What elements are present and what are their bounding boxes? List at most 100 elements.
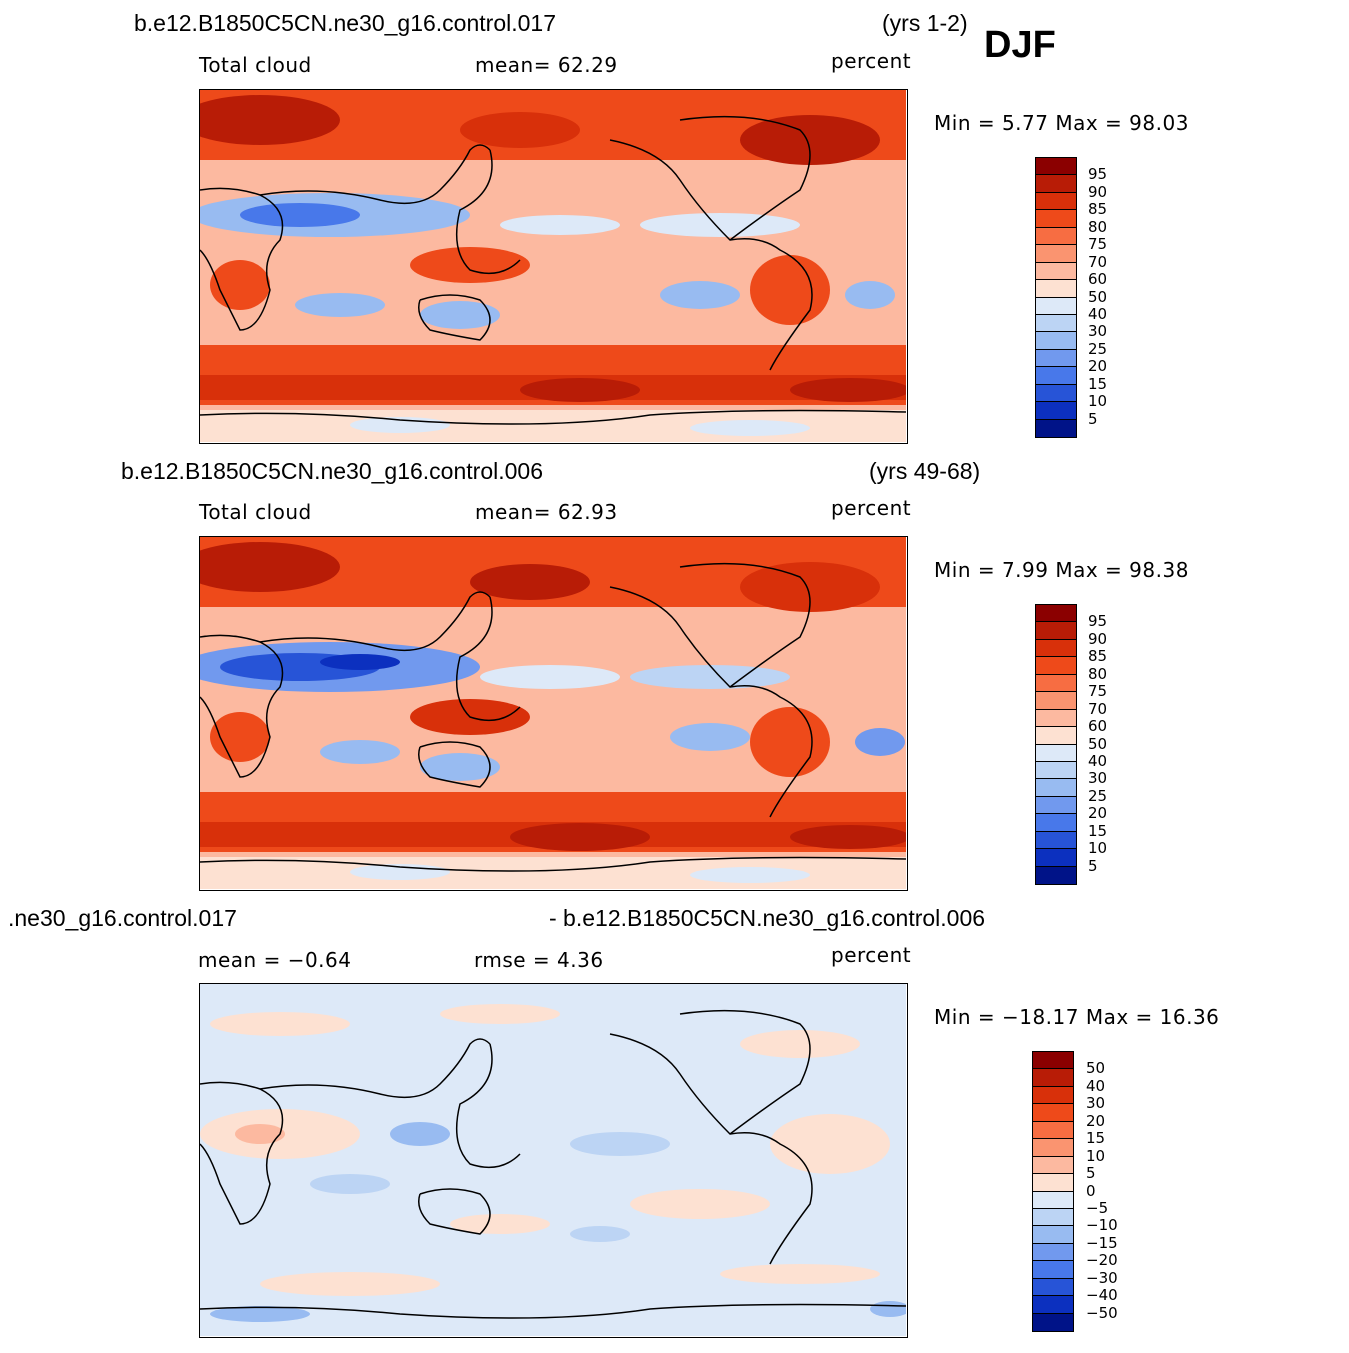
colorbar-label: 10 [1088, 392, 1108, 411]
colorbar-label: −20 [1086, 1251, 1118, 1270]
panel1-minmax: Min = 5.77 Max = 98.03 [934, 111, 1189, 135]
colorbar-label: 30 [1088, 322, 1108, 341]
colorbar-swatch [1033, 1086, 1073, 1105]
colorbar-swatch [1033, 1313, 1073, 1331]
colorbar-swatch [1036, 349, 1076, 368]
colorbar-swatch [1033, 1296, 1073, 1314]
colorbar-swatch [1036, 709, 1076, 728]
colorbar-label: −50 [1086, 1303, 1118, 1322]
colorbar-label: 10 [1086, 1146, 1106, 1165]
colorbar-label: 30 [1088, 769, 1108, 788]
colorbar-label: −40 [1086, 1286, 1118, 1305]
colorbar-swatch [1036, 796, 1076, 815]
colorbar-label: 20 [1086, 1111, 1106, 1130]
colorbar-swatch [1033, 1104, 1073, 1122]
colorbar-swatch [1036, 367, 1076, 385]
colorbar-label: 70 [1088, 699, 1108, 718]
map-panel1-total-cloud [199, 89, 908, 444]
colorbar-swatch [1036, 814, 1076, 832]
panel2-case-title: b.e12.B1850C5CN.ne30_g16.control.006 [121, 458, 543, 484]
colorbar-label: −5 [1086, 1198, 1109, 1217]
panel2-colorbar [1035, 604, 1077, 885]
colorbar-swatch [1036, 727, 1076, 745]
colorbar-swatch [1036, 297, 1076, 315]
colorbar-label: 10 [1088, 839, 1108, 858]
colorbar-label: 5 [1086, 1164, 1096, 1183]
panel3-rmse: rmse = 4.36 [474, 948, 604, 972]
colorbar-swatch [1033, 1191, 1073, 1209]
colorbar-label: 50 [1086, 1059, 1106, 1078]
colorbar-swatch [1036, 402, 1076, 420]
colorbar-label: 5 [1088, 409, 1098, 428]
colorbar-label: 80 [1088, 664, 1108, 683]
colorbar-swatch [1033, 1243, 1073, 1262]
colorbar-swatch [1036, 639, 1076, 658]
colorbar-label: 95 [1088, 165, 1108, 184]
colorbar-swatch [1036, 280, 1076, 298]
colorbar-label: 85 [1088, 200, 1108, 219]
colorbar-label: 30 [1086, 1094, 1106, 1113]
panel1-mean: mean= 62.29 [475, 53, 618, 77]
colorbar-swatch [1033, 1069, 1073, 1087]
colorbar-swatch [1033, 1139, 1073, 1157]
colorbar-swatch [1036, 761, 1076, 780]
colorbar-swatch [1036, 744, 1076, 762]
colorbar-label: 15 [1088, 821, 1108, 840]
panel2-mean: mean= 62.93 [475, 500, 618, 524]
colorbar-swatch [1036, 332, 1076, 350]
colorbar-swatch [1033, 1261, 1073, 1279]
colorbar-label: 60 [1088, 717, 1108, 736]
colorbar-label: 15 [1088, 374, 1108, 393]
panel1-units: percent [831, 49, 912, 73]
panel1-colorbar [1035, 157, 1077, 438]
colorbar-label: −10 [1086, 1216, 1118, 1235]
colorbar-swatch [1036, 622, 1076, 640]
colorbar-swatch [1036, 831, 1076, 850]
colorbar-swatch [1036, 692, 1076, 710]
panel3-minmax: Min = −18.17 Max = 16.36 [934, 1005, 1220, 1029]
panel1-case-title: b.e12.B1850C5CN.ne30_g16.control.017 [134, 10, 556, 36]
panel3-colorbar [1032, 1051, 1074, 1332]
colorbar-swatch [1036, 192, 1076, 211]
colorbar-swatch [1036, 605, 1076, 623]
colorbar-swatch [1036, 262, 1076, 281]
colorbar-label: 70 [1088, 252, 1108, 271]
colorbar-swatch [1036, 245, 1076, 263]
colorbar-swatch [1036, 849, 1076, 867]
colorbar-label: 20 [1088, 357, 1108, 376]
panel2-units: percent [831, 496, 912, 520]
colorbar-swatch [1033, 1052, 1073, 1070]
colorbar-label: 15 [1086, 1129, 1106, 1148]
panel3-case-left: .ne30_g16.control.017 [8, 905, 237, 931]
colorbar-label: 75 [1088, 235, 1108, 254]
map-panel3-difference [199, 983, 908, 1338]
colorbar-label: 85 [1088, 647, 1108, 666]
colorbar-swatch [1033, 1174, 1073, 1192]
colorbar-label: 95 [1088, 612, 1108, 631]
panel3-units: percent [831, 943, 912, 967]
colorbar-swatch [1033, 1208, 1073, 1227]
panel1-years: (yrs 1-2) [882, 10, 968, 36]
colorbar-label: 50 [1088, 287, 1108, 306]
colorbar-label: 40 [1088, 304, 1108, 323]
colorbar-swatch [1036, 384, 1076, 403]
colorbar-label: 40 [1086, 1076, 1106, 1095]
colorbar-label: 20 [1088, 804, 1108, 823]
panel2-years: (yrs 49-68) [869, 458, 981, 484]
panel1-variable: Total cloud [199, 53, 312, 77]
colorbar-swatch [1036, 419, 1076, 437]
colorbar-label: 50 [1088, 734, 1108, 753]
colorbar-swatch [1033, 1226, 1073, 1244]
colorbar-swatch [1033, 1121, 1073, 1140]
colorbar-swatch [1036, 175, 1076, 193]
colorbar-swatch [1036, 227, 1076, 246]
colorbar-swatch [1036, 779, 1076, 797]
colorbar-label: 0 [1086, 1181, 1096, 1200]
panel3-case-right: - b.e12.B1850C5CN.ne30_g16.control.006 [549, 905, 986, 931]
panel2-minmax: Min = 7.99 Max = 98.38 [934, 558, 1189, 582]
colorbar-label: −15 [1086, 1233, 1118, 1252]
panel3-mean: mean = −0.64 [198, 948, 352, 972]
colorbar-swatch [1036, 866, 1076, 884]
colorbar-swatch [1036, 314, 1076, 333]
season-label: DJF [984, 24, 1056, 66]
